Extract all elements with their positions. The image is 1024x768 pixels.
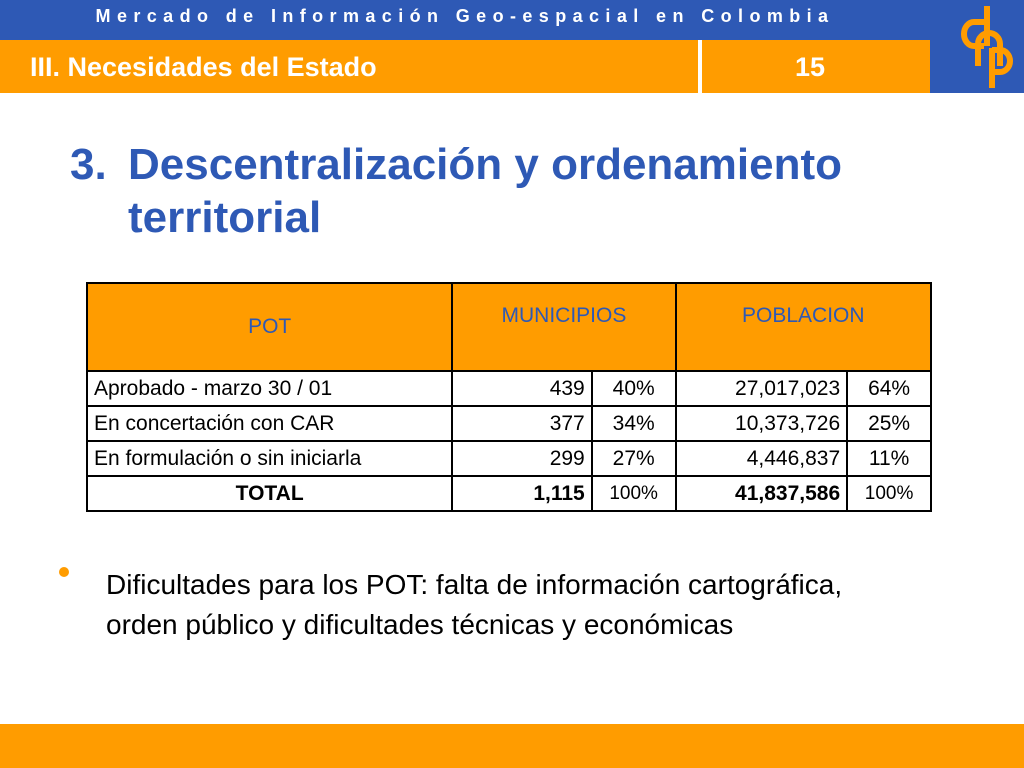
municipios-count: 377: [451, 405, 593, 442]
total-poblacion: 41,837,586: [674, 475, 849, 512]
table-header-row: POT MUNICIPIOS POBLACION: [85, 282, 933, 372]
footer-band: [0, 724, 1024, 768]
heading-number: 3.: [70, 140, 107, 189]
total-label: TOTAL: [85, 475, 454, 512]
municipios-percent: 34%: [590, 405, 677, 442]
total-municipios-percent: 100%: [590, 475, 677, 512]
header-poblacion: POBLACION: [674, 282, 933, 372]
table-row: En concertación con CAR 377 34% 10,373,7…: [85, 405, 932, 442]
section-band-divider: [698, 40, 702, 93]
row-label: En formulación o sin iniciarla: [85, 440, 454, 477]
section-band: [0, 40, 930, 93]
row-label: En concertación con CAR: [85, 405, 454, 442]
total-row: TOTAL 1,115 100% 41,837,586 100%: [85, 475, 932, 512]
poblacion-percent: 64%: [846, 370, 932, 407]
bullet-text: Dificultades para los POT: falta de info…: [106, 569, 843, 640]
table-row: Aprobado - marzo 30 / 01 439 40% 27,017,…: [85, 370, 932, 407]
dnp-logo: [930, 0, 1024, 93]
total-municipios: 1,115: [451, 475, 593, 512]
pot-table: POT MUNICIPIOS POBLACION Aprobado - marz…: [85, 282, 933, 512]
municipios-count: 439: [451, 370, 593, 407]
header-pot: POT: [85, 282, 454, 372]
bullet-dot-icon: [59, 567, 69, 577]
dnp-logo-icon: [930, 0, 1024, 93]
municipios-percent: 27%: [590, 440, 677, 477]
presentation-title: Mercado de Información Geo-espacial en C…: [95, 6, 835, 26]
municipios-count: 299: [451, 440, 593, 477]
poblacion-count: 27,017,023: [674, 370, 849, 407]
poblacion-count: 10,373,726: [674, 405, 849, 442]
poblacion-percent: 25%: [846, 405, 932, 442]
page-number: 15: [794, 52, 826, 82]
header-municipios: MUNICIPIOS: [451, 282, 677, 372]
poblacion-percent: 11%: [846, 440, 932, 477]
row-label: Aprobado - marzo 30 / 01: [85, 370, 454, 407]
table-row: En formulación o sin iniciarla 299 27% 4…: [85, 440, 932, 477]
heading-text: Descentralización y ordenamiento territo…: [128, 140, 842, 242]
section-title: III. Necesidades del Estado: [30, 52, 377, 82]
municipios-percent: 40%: [590, 370, 677, 407]
total-poblacion-percent: 100%: [846, 475, 932, 512]
poblacion-count: 4,446,837: [674, 440, 849, 477]
top-title-band: [0, 0, 930, 40]
